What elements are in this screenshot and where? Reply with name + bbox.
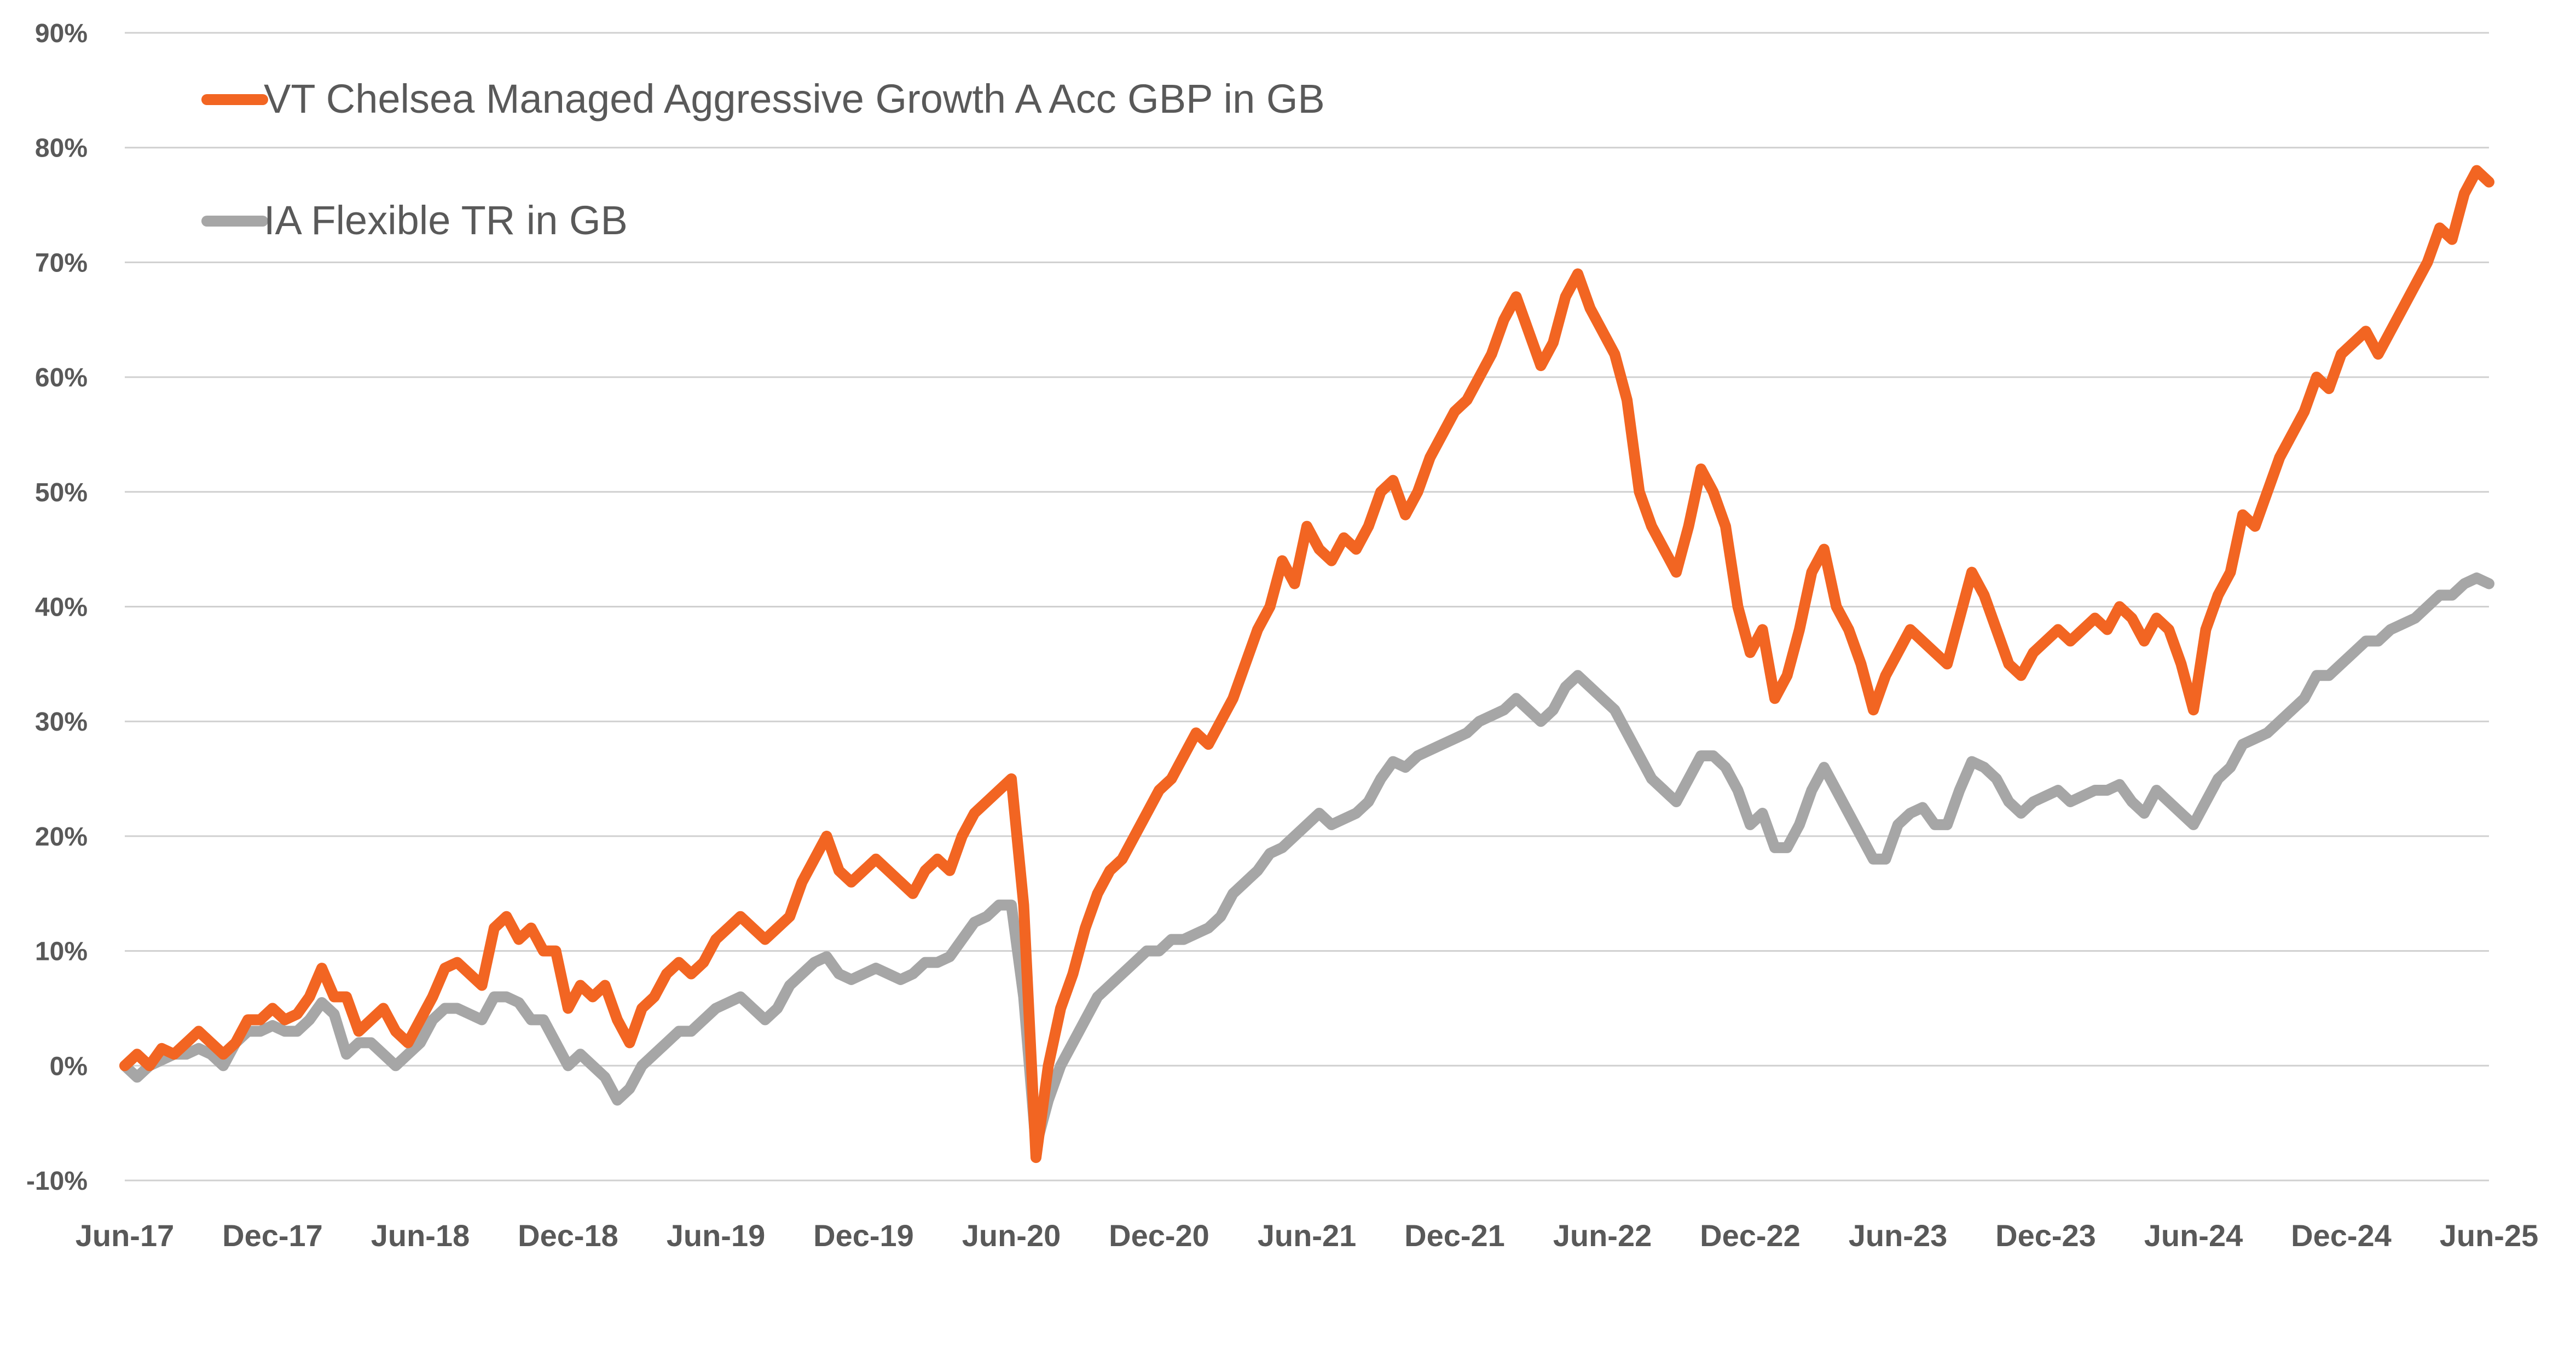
x-tick-label: Jun-20 <box>962 1218 1061 1253</box>
x-tick-label: Dec-21 <box>1404 1218 1505 1253</box>
y-tick-label: 20% <box>35 823 88 852</box>
x-tick-label: Jun-18 <box>371 1218 470 1253</box>
x-tick-label: Jun-19 <box>667 1218 766 1253</box>
x-tick-label: Dec-17 <box>222 1218 323 1253</box>
x-tick-label: Dec-24 <box>2291 1218 2392 1253</box>
y-tick-label: 30% <box>35 708 88 737</box>
x-axis-tick-labels: Jun-17 Dec-17 Jun-18 Dec-18 Jun-19 Dec-19 Jun-… <box>76 1218 2539 1253</box>
x-tick-label: Dec-20 <box>1109 1218 1209 1253</box>
data-series <box>119 165 2494 1163</box>
x-tick-label: Dec-18 <box>518 1218 618 1253</box>
x-tick-label: Jun-24 <box>2144 1218 2243 1253</box>
y-tick-label: 10% <box>35 937 88 966</box>
y-tick-label: 50% <box>35 478 88 507</box>
series-line-sector <box>119 572 2494 1152</box>
y-axis-tick-labels: -10% 0% 10% 20% 30% 40% 50% 60% 70% 80% 90% <box>26 19 88 1196</box>
x-tick-label: Jun-23 <box>1849 1218 1948 1253</box>
x-tick-label: Jun-21 <box>1258 1218 1357 1253</box>
x-tick-label: Jun-22 <box>1553 1218 1652 1253</box>
x-tick-label: Dec-19 <box>813 1218 914 1253</box>
y-tick-label: 80% <box>35 134 88 163</box>
y-tick-label: 90% <box>35 19 88 48</box>
x-tick-label: Jun-17 <box>76 1218 175 1253</box>
legend: VT Chelsea Managed Aggressive Growth A A… <box>201 76 1325 243</box>
x-tick-label: Jun-25 <box>2440 1218 2539 1253</box>
y-tick-label: 0% <box>50 1052 88 1081</box>
gridlines <box>125 32 2489 1182</box>
x-tick-label: Dec-23 <box>1995 1218 2096 1253</box>
legend-label-sector: IA Flexible TR in GB <box>264 198 628 243</box>
y-tick-label: 70% <box>35 248 88 277</box>
legend-label-fund: VT Chelsea Managed Aggressive Growth A A… <box>264 76 1325 121</box>
series-line-fund <box>119 165 2494 1163</box>
y-tick-label: 40% <box>35 593 88 622</box>
x-tick-label: Dec-22 <box>1700 1218 1801 1253</box>
y-tick-label: -10% <box>26 1167 88 1196</box>
y-tick-label: 60% <box>35 363 88 392</box>
